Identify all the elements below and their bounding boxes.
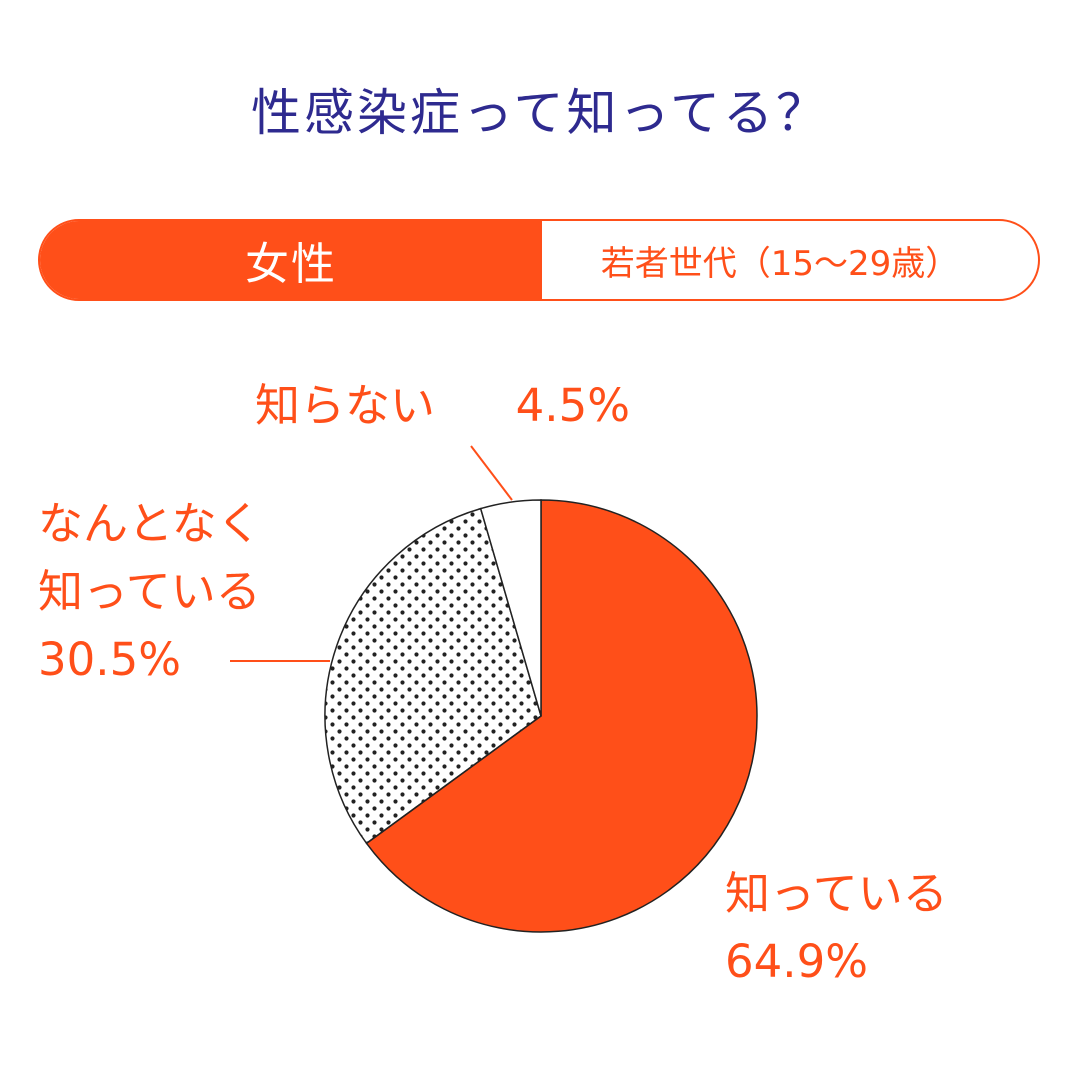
pie-slice-somewhat [324,507,542,845]
label-know-value: 64.9% [725,935,868,988]
pie-slice-unknown [479,499,542,717]
pie-slice-know [365,499,758,933]
label-unknown: 知らない 4.5% [255,372,630,440]
age-group-label: 若者世代（15〜29歳） [600,243,960,284]
label-somewhat-value: 30.5% [38,633,181,686]
label-know-text: 知っている [725,867,948,920]
page-title: 性感染症って知ってる？ [251,84,829,142]
label-somewhat-line2: 知っている [38,565,261,618]
label-unknown-text: 知らない [255,379,436,432]
label-somewhat-line1: なんとなく [38,497,262,550]
label-unknown-value: 4.5% [515,379,630,432]
segment-filter-bar: 女性 若者世代（15〜29歳） [38,219,1040,301]
label-somewhat: なんとなく 知っている 30.5% [38,490,262,694]
gender-label: 女性 [40,221,542,299]
label-know: 知っている 64.9% [725,860,948,996]
leader-line-unknown [470,445,513,501]
